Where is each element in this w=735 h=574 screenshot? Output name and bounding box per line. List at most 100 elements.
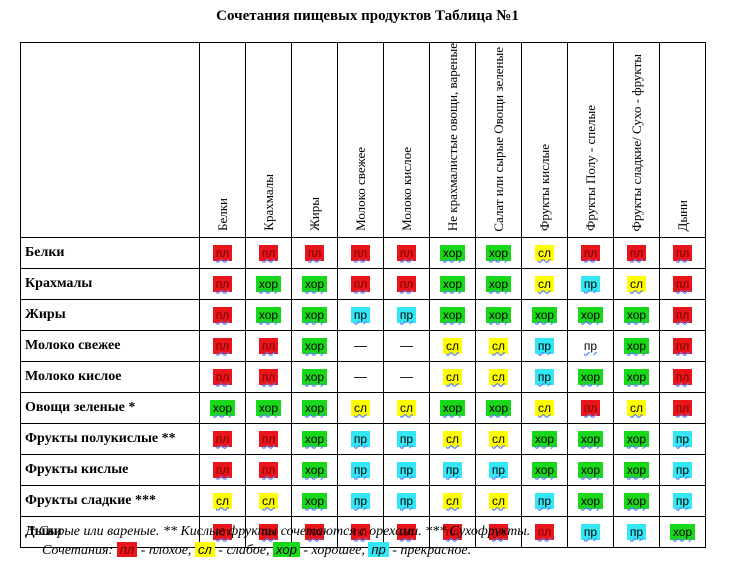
table-cell: пл	[199, 268, 246, 301]
page-title: Сочетания пищевых продуктов Таблица №1	[216, 8, 519, 24]
rating-chip: хор	[669, 524, 696, 541]
table-cell: пл	[337, 268, 384, 301]
table-body: Белки пл пл пл пл пл хор хор сл пл пл пл Крахмалы пл х…	[20, 237, 706, 549]
table-cell: сл	[429, 361, 476, 394]
rating-chip: пр	[396, 493, 417, 510]
rating-chip: пл	[672, 276, 693, 293]
rating-chip: пр	[396, 307, 417, 324]
column-header-label: Фрукты Полу - спелые	[583, 105, 598, 232]
column-header-label: Фрукты кислые	[537, 144, 552, 232]
rating-chip: хор	[485, 245, 512, 262]
rating-chip: хор	[485, 276, 512, 293]
table-cell: сл	[521, 392, 568, 425]
rating-chip: сл	[396, 400, 416, 417]
rating-chip: сл	[488, 431, 508, 448]
legend-text-hor: - хорошее,	[303, 543, 365, 558]
column-header-label: Фрукты сладкие/ Сухо - фрукты	[629, 53, 644, 232]
combination-table: Белки Крахмалы Жиры Молоко свежее Молоко кис…	[20, 41, 706, 549]
rating-chip: пр	[350, 493, 371, 510]
table-cell: пр	[383, 485, 430, 518]
table-cell: пл	[659, 237, 706, 270]
table-cell: пл	[567, 392, 614, 425]
rating-chip: пл	[442, 524, 463, 541]
legend-chip-pl: пл	[116, 542, 138, 557]
table-cell: сл	[429, 423, 476, 456]
rating-chip: пр	[350, 431, 371, 448]
table-cell: пр	[337, 454, 384, 487]
rating-chip: пл	[212, 431, 233, 448]
rating-chip: пр	[350, 462, 371, 479]
table-cell: пр	[659, 454, 706, 487]
table-cell: пр	[337, 485, 384, 518]
table-cell: сл	[383, 392, 430, 425]
rating-chip: пл	[304, 245, 325, 262]
table-cell: хор	[475, 299, 522, 332]
table-cell: пл	[245, 361, 292, 394]
rating-chip: хор	[439, 400, 466, 417]
table-cell: пр	[521, 485, 568, 518]
column-header-label: Молоко кислое	[399, 147, 414, 232]
table-cell: хор	[567, 485, 614, 518]
rating-chip: пл	[672, 307, 693, 324]
row-label: Крахмалы	[20, 268, 200, 301]
rating-chip: —	[400, 338, 413, 354]
legend-chip-hor: хор	[273, 542, 300, 557]
table-cell: пл	[245, 454, 292, 487]
legend-chip-pr: пр	[368, 542, 389, 557]
rating-chip: сл	[534, 276, 554, 293]
table-cell: пл	[567, 237, 614, 270]
table-row: Белки пл пл пл пл пл хор хор сл пл пл пл	[20, 237, 706, 270]
table-cell: хор	[429, 392, 476, 425]
table-cell: сл	[613, 392, 660, 425]
rating-chip: хор	[623, 431, 650, 448]
table-cell: сл	[199, 485, 246, 518]
rating-chip: пл	[396, 245, 417, 262]
table-cell: хор	[613, 330, 660, 363]
table-cell: хор	[567, 454, 614, 487]
rating-chip: хор	[255, 400, 282, 417]
table-cell: пр	[613, 516, 660, 549]
rating-chip: хор	[485, 307, 512, 324]
rating-chip: сл	[212, 493, 232, 510]
rating-chip: хор	[577, 307, 604, 324]
rating-chip: —	[354, 369, 367, 385]
table-cell: пл	[659, 299, 706, 332]
table-cell: хор	[429, 299, 476, 332]
rating-chip: хор	[623, 493, 650, 510]
rating-chip: пл	[212, 524, 233, 541]
table-cell: хор	[521, 299, 568, 332]
rating-chip: пл	[534, 524, 555, 541]
legend-chip-sl: сл	[194, 542, 215, 557]
rating-chip: пр	[396, 431, 417, 448]
column-header-label: Крахмалы	[261, 174, 276, 232]
column-header: Жиры	[291, 41, 338, 239]
table-cell: сл	[245, 485, 292, 518]
rating-chip: пр	[534, 338, 555, 355]
rating-chip: сл	[626, 400, 646, 417]
rating-chip: хор	[301, 307, 328, 324]
table-row: Овощи зеленые * хор хор хор сл сл хор хор сл пл сл…	[20, 392, 706, 425]
rating-chip: сл	[442, 369, 462, 386]
table-cell: пл	[383, 516, 430, 549]
table-cell: пр	[659, 423, 706, 456]
rating-chip: пр	[534, 493, 555, 510]
row-label: Молоко свежее	[20, 330, 200, 363]
table-cell: пл	[199, 516, 246, 549]
rating-chip: пл	[350, 524, 371, 541]
table-row: Молоко свежее пл пл хор — — сл сл пр пр хор пл	[20, 330, 706, 363]
table-cell: хор	[521, 423, 568, 456]
rating-chip: пл	[672, 400, 693, 417]
table-header-row: Белки Крахмалы Жиры Молоко свежее Молоко кис…	[20, 41, 706, 239]
rating-chip: хор	[301, 400, 328, 417]
column-header-label: Молоко свежее	[353, 147, 368, 232]
table-cell: пл	[613, 237, 660, 270]
rating-chip: пл	[212, 369, 233, 386]
table-cell: пл	[659, 268, 706, 301]
rating-chip: хор	[439, 276, 466, 293]
table-cell: пл	[659, 392, 706, 425]
table-cell: пр	[337, 423, 384, 456]
rating-chip: хор	[577, 462, 604, 479]
table-cell: сл	[475, 485, 522, 518]
legend-prefix: Сочетания:	[42, 543, 114, 558]
rating-chip: пл	[258, 462, 279, 479]
